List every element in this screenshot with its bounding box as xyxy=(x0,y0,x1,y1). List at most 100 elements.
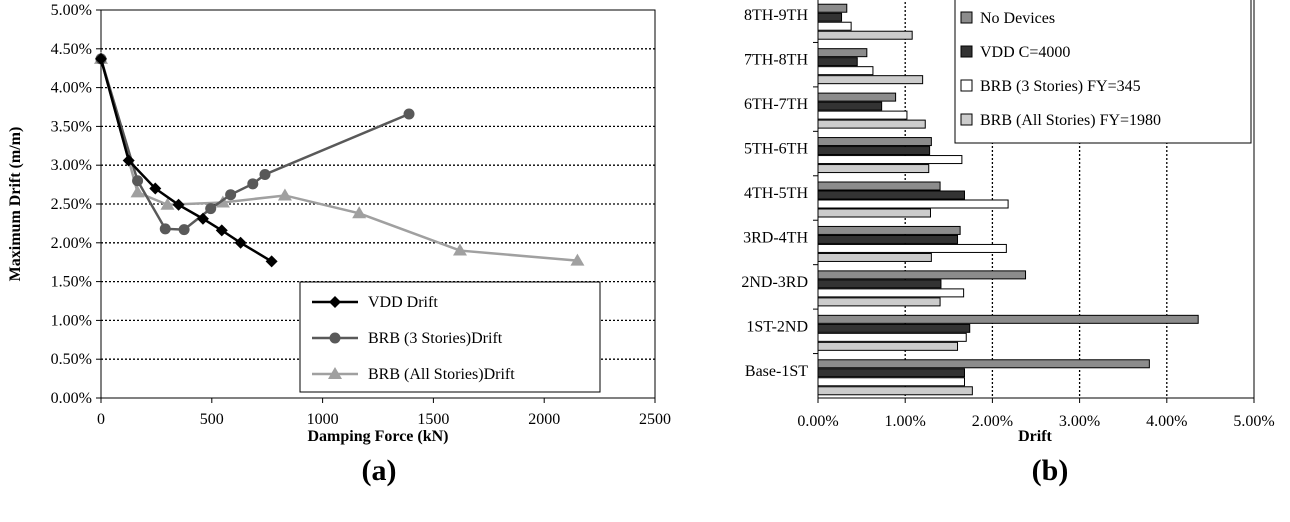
bar xyxy=(817,110,908,120)
bar xyxy=(817,21,852,31)
bar xyxy=(817,12,843,22)
bar xyxy=(817,146,931,156)
x-tick-label-b: 1.00% xyxy=(885,413,926,430)
data-point xyxy=(122,154,135,167)
bar xyxy=(817,270,1027,280)
y-tick-label-a: 2.00% xyxy=(51,235,92,252)
data-point xyxy=(277,188,292,201)
y-tick-label-a: 5.00% xyxy=(51,2,92,19)
bar xyxy=(817,30,913,40)
x-tick-label-a: 0 xyxy=(97,411,105,428)
category-label: 8TH-9TH xyxy=(744,7,808,24)
legend-swatch xyxy=(960,79,973,92)
legend-a: VDD Drift BRB (3 Stories)Drift BRB (All St… xyxy=(299,281,601,393)
legend-label: BRB (3 Stories) FY=345 xyxy=(980,78,1141,95)
data-point xyxy=(178,224,190,236)
bar-group xyxy=(817,137,963,174)
x-axis-title-b: Drift xyxy=(1018,428,1052,445)
bar xyxy=(817,341,959,351)
x-tick-label-a: 1000 xyxy=(307,411,339,428)
bar-group xyxy=(817,314,1199,351)
y-axis-title-a: Maximum Drift (m/m) xyxy=(7,127,24,282)
bar xyxy=(817,332,967,342)
x-tick-label-b: 5.00% xyxy=(1233,413,1274,430)
bar xyxy=(817,323,971,333)
bar xyxy=(817,3,848,13)
x-tick-label-a: 500 xyxy=(200,411,224,428)
data-point xyxy=(265,255,278,268)
x-tick-label-b: 2.00% xyxy=(972,413,1013,430)
bar-group xyxy=(817,3,913,40)
data-point xyxy=(149,182,162,195)
panel-label-b: (b) xyxy=(1032,454,1069,487)
legend-marker xyxy=(328,367,342,379)
bar xyxy=(817,119,926,129)
bar xyxy=(817,48,868,58)
legend-b: No Devices VDD C=4000 BRB (3 Stories) FY=3… xyxy=(954,0,1252,144)
bar-group xyxy=(817,181,1009,218)
bar xyxy=(817,279,942,289)
data-point xyxy=(247,178,259,190)
data-point xyxy=(205,203,217,215)
series-triangle xyxy=(94,51,585,266)
legend-swatch xyxy=(960,45,973,58)
data-point xyxy=(196,212,209,225)
legend-label: BRB (All Stories) FY=1980 xyxy=(980,112,1161,129)
series-diamond xyxy=(95,52,278,268)
bar xyxy=(817,297,941,307)
bar xyxy=(817,208,931,218)
legend-marker xyxy=(329,296,341,308)
bar xyxy=(817,66,874,76)
bar-group xyxy=(817,92,926,129)
bar xyxy=(817,243,1007,253)
bar xyxy=(817,101,883,111)
bar xyxy=(817,75,924,85)
data-point xyxy=(225,189,237,201)
legend-swatch xyxy=(960,113,973,126)
category-label: Base-1ST xyxy=(745,363,808,380)
legend-label: BRB (3 Stories)Drift xyxy=(368,330,503,347)
data-point xyxy=(132,175,144,187)
data-point xyxy=(259,169,271,181)
legend-box-b xyxy=(954,0,1252,144)
bar xyxy=(817,225,961,235)
legend-swatch xyxy=(960,11,973,24)
category-label: 3RD-4TH xyxy=(743,229,808,246)
x-tick-label-a: 2000 xyxy=(528,411,560,428)
data-point xyxy=(160,197,175,210)
category-label: 7TH-8TH xyxy=(744,52,808,69)
y-tick-label-a: 1.50% xyxy=(51,274,92,291)
bar-group xyxy=(817,270,1027,307)
y-tick-label-a: 4.00% xyxy=(51,80,92,97)
data-point xyxy=(570,253,585,266)
bar xyxy=(817,199,1009,209)
category-label: 5TH-6TH xyxy=(744,141,808,158)
legend-label: BRB (All Stories)Drift xyxy=(368,366,515,383)
bar xyxy=(817,368,965,378)
x-tick-label-a: 1500 xyxy=(417,411,449,428)
legend-marker xyxy=(329,332,341,344)
x-axis-title-a: Damping Force (kN) xyxy=(307,428,448,445)
data-point xyxy=(215,224,228,237)
bar xyxy=(817,181,941,191)
bar xyxy=(817,57,858,67)
category-label: 4TH-5TH xyxy=(744,185,808,202)
bar xyxy=(817,359,1150,369)
panel-b-bar-chart: 8TH-9TH 7TH-8TH 6TH-7TH 5TH-6TH 4TH-5TH 3RD-4… xyxy=(741,0,1275,487)
bar xyxy=(817,252,932,262)
data-point xyxy=(130,185,145,198)
data-point xyxy=(352,206,367,219)
legend-label: VDD Drift xyxy=(368,294,438,311)
panel-label-a: (a) xyxy=(362,454,397,487)
bar xyxy=(817,164,930,174)
y-tick-label-a: 0.00% xyxy=(51,390,92,407)
bar-group xyxy=(817,225,1007,262)
legend-label: VDD C=4000 xyxy=(980,44,1070,61)
data-point xyxy=(452,243,467,256)
data-point xyxy=(172,198,185,211)
bar xyxy=(817,314,1199,324)
bar-group xyxy=(817,359,1150,396)
bar xyxy=(817,288,965,298)
bar xyxy=(817,155,963,165)
y-tick-label-a: 0.50% xyxy=(51,351,92,368)
